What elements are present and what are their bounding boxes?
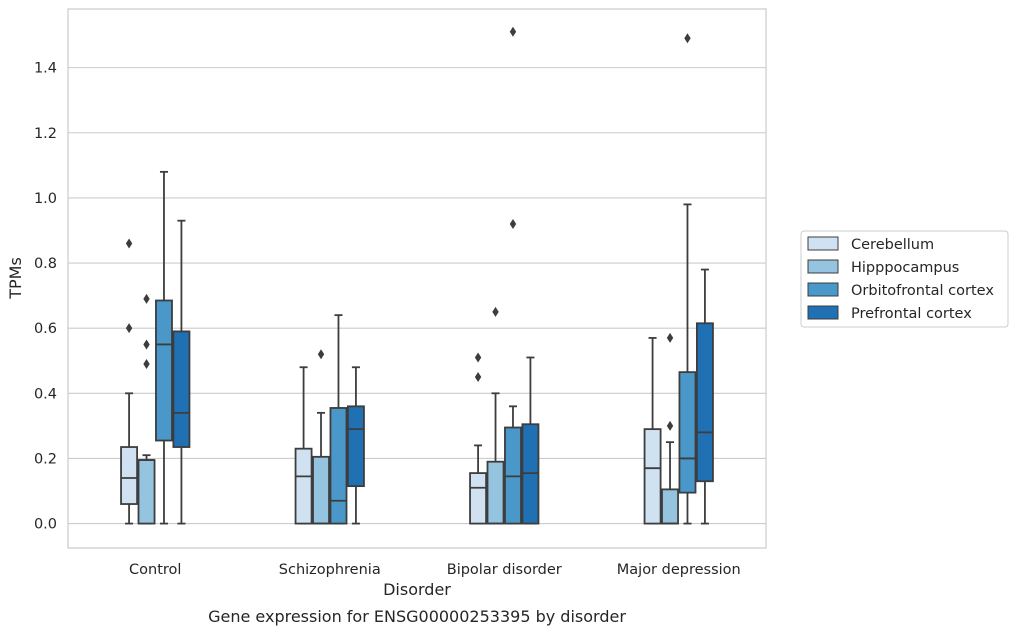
box-group <box>346 366 365 525</box>
legend-frame <box>800 230 1009 328</box>
x-tick-label: Bipolar disorder <box>447 562 562 578</box>
box-iqr <box>294 447 313 525</box>
outlier-point <box>684 33 691 44</box>
x-axis-label: Disorder <box>383 580 451 599</box>
legend-label: Prefrontal cortex <box>851 306 972 322</box>
legend-swatch <box>807 236 839 251</box>
box-iqr <box>643 428 662 525</box>
x-tick-label: Major depression <box>617 562 741 578</box>
box-group <box>172 219 191 525</box>
box-group <box>329 314 348 525</box>
y-tick-label: 1.2 <box>34 126 57 142</box>
y-tick-labels: 0.0 0.2 0.4 0.6 0.8 1.0 1.2 1.4 <box>34 61 57 533</box>
y-tick-label: 0.0 <box>34 517 57 533</box>
outlier-point <box>492 306 499 317</box>
outlier-point <box>125 323 133 334</box>
box-iqr <box>469 472 488 525</box>
legend-label: Cerebellum <box>851 237 934 253</box>
legend-swatch <box>807 305 839 320</box>
y-tick-label: 0.8 <box>34 256 57 272</box>
box-iqr <box>486 460 505 525</box>
box-group <box>120 238 139 525</box>
box-group <box>486 306 505 525</box>
y-tick-label: 0.6 <box>34 321 57 337</box>
outlier-point <box>666 420 674 431</box>
outlier-point <box>143 339 150 350</box>
legend-swatch <box>807 259 839 274</box>
box-group <box>678 33 697 525</box>
box-iqr <box>172 330 191 448</box>
y-tick-label: 1.4 <box>34 61 57 77</box>
box-group <box>469 352 488 525</box>
plot-frame <box>67 8 767 549</box>
box-iqr <box>155 299 173 442</box>
box-group <box>521 356 540 525</box>
box-group <box>312 349 330 525</box>
box-iqr <box>346 405 365 488</box>
box-group <box>695 268 714 525</box>
box-iqr <box>137 459 156 525</box>
box-iqr <box>678 371 697 494</box>
box-iqr <box>661 488 679 525</box>
box-group <box>137 293 156 525</box>
y-tick-label: 1.0 <box>34 191 57 207</box>
outlier-point <box>143 358 150 369</box>
y-tick-label: 0.4 <box>34 386 57 402</box>
box-iqr <box>695 322 714 483</box>
outlier-point <box>143 293 150 304</box>
outlier-point <box>474 372 482 383</box>
box-iqr <box>312 455 330 525</box>
box-group <box>155 170 173 525</box>
x-tick-label: Schizophrenia <box>279 562 381 578</box>
box-plot-marks <box>120 26 714 525</box>
x-tick-labels: Control Schizophrenia Bipolar disorder Majo… <box>129 562 741 578</box>
box-iqr <box>329 407 348 525</box>
figure-caption: Gene expression for ENSG00000253395 by d… <box>208 607 626 626</box>
box-group <box>504 26 522 525</box>
y-axis-label: TPMs <box>6 257 25 300</box>
legend-label: Hipppocampus <box>851 260 959 276</box>
outlier-point <box>509 26 517 37</box>
box-group <box>294 366 313 525</box>
legend: Cerebellum Hipppocampus Orbitofrontal cort… <box>800 230 1009 328</box>
outlier-point <box>666 332 674 343</box>
outlier-point <box>474 352 482 363</box>
y-tick-label: 0.2 <box>34 451 57 467</box>
box-group <box>661 332 679 525</box>
box-group <box>643 337 662 525</box>
box-iqr <box>120 446 139 505</box>
outlier-point <box>317 349 325 360</box>
x-tick-label: Control <box>129 562 181 578</box>
outlier-point <box>125 238 133 249</box>
legend-label: Orbitofrontal cortex <box>851 283 994 299</box>
legend-swatch <box>807 282 839 297</box>
outlier-point <box>509 218 517 229</box>
